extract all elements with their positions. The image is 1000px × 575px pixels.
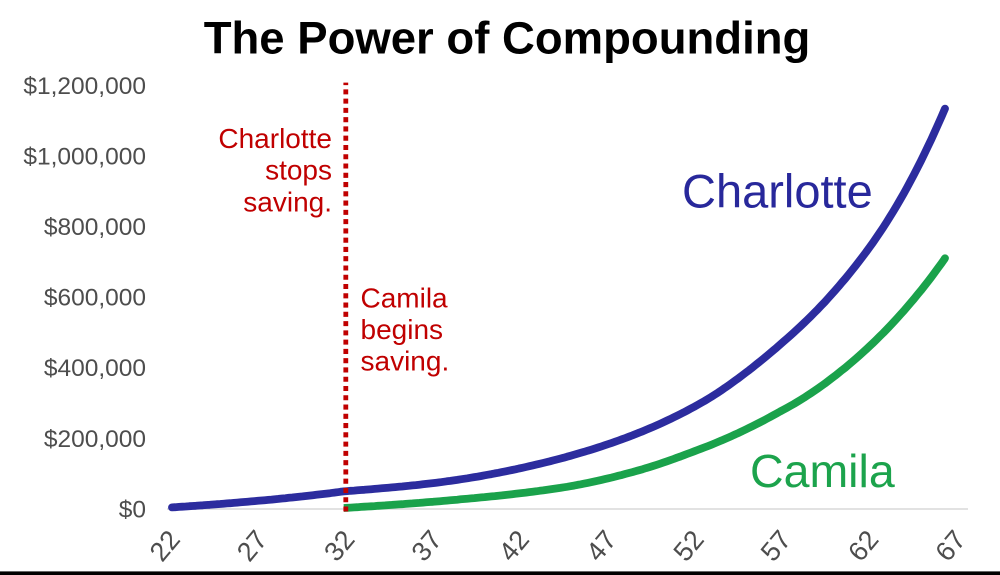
svg-text:Charlotte: Charlotte: [218, 123, 332, 154]
svg-text:47: 47: [580, 525, 622, 567]
svg-text:$200,000: $200,000: [44, 426, 146, 453]
svg-text:42: 42: [493, 525, 535, 567]
svg-text:$600,000: $600,000: [44, 285, 146, 312]
svg-text:$400,000: $400,000: [44, 355, 146, 382]
svg-text:begins: begins: [361, 314, 444, 345]
svg-text:Camila: Camila: [750, 445, 895, 497]
svg-text:Camila: Camila: [361, 282, 449, 313]
svg-text:saving.: saving.: [361, 345, 450, 376]
svg-text:$0: $0: [119, 496, 146, 523]
svg-text:saving.: saving.: [243, 186, 332, 217]
svg-text:32: 32: [318, 525, 360, 567]
svg-text:27: 27: [231, 525, 273, 567]
svg-text:37: 37: [406, 525, 448, 567]
svg-text:$1,000,000: $1,000,000: [23, 144, 146, 171]
svg-text:57: 57: [755, 525, 797, 567]
svg-text:22: 22: [144, 525, 186, 567]
svg-text:The Power of Compounding: The Power of Compounding: [204, 13, 811, 64]
svg-text:52: 52: [668, 525, 710, 567]
svg-text:Charlotte: Charlotte: [682, 165, 873, 218]
svg-text:62: 62: [842, 525, 884, 567]
svg-text:$1,200,000: $1,200,000: [23, 73, 146, 100]
svg-text:stops: stops: [265, 155, 332, 186]
svg-text:67: 67: [929, 525, 971, 567]
svg-text:$800,000: $800,000: [44, 214, 146, 241]
